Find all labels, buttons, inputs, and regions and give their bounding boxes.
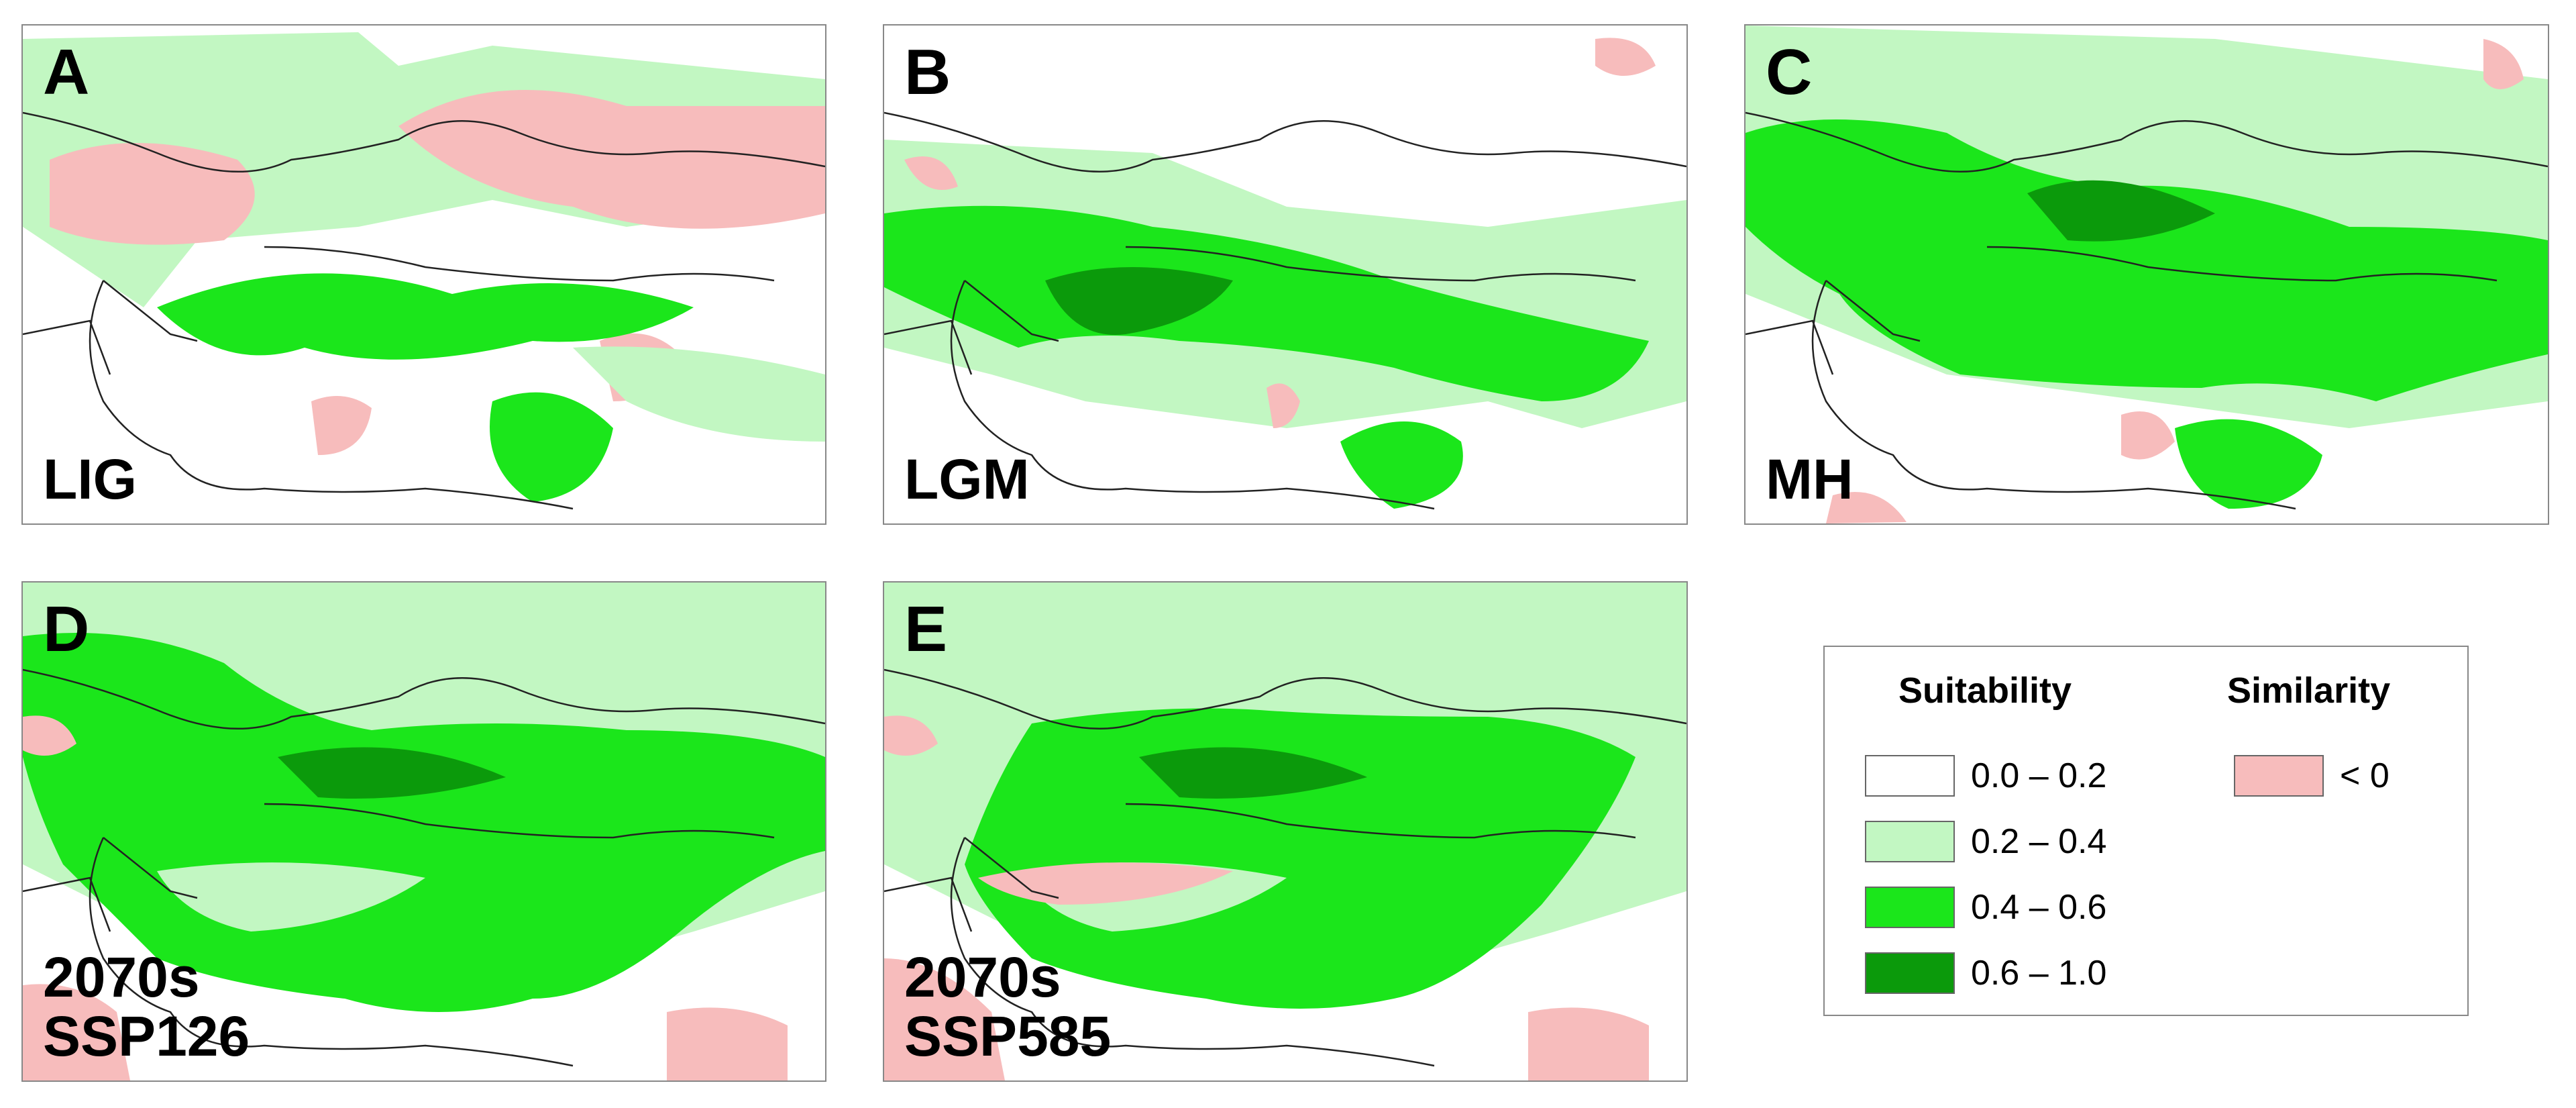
region-pink — [398, 90, 825, 229]
period-label: 2070s SSP585 — [904, 945, 1112, 1068]
legend-label: 0.4 – 0.6 — [1971, 888, 2107, 927]
region-pink — [904, 156, 958, 190]
region-pink — [1826, 492, 1907, 523]
region-dark-green — [1139, 747, 1367, 799]
panel-letter: B — [904, 36, 951, 108]
region-pink — [23, 984, 130, 1080]
period-label: 2070s SSP126 — [43, 945, 250, 1068]
country-borders — [884, 111, 1686, 510]
legend-similarity-item: < 0 — [2234, 754, 2390, 797]
period-label: LGM — [904, 447, 1030, 511]
region-pink — [884, 715, 938, 756]
period-label: MH — [1766, 447, 1854, 511]
legend: Suitability Similarity 0.0 – 0.2 0.2 – 0… — [1823, 646, 2469, 1016]
country-borders — [884, 668, 1686, 1067]
period-label: LIG — [43, 447, 137, 511]
region-pink — [2483, 39, 2524, 89]
panel-letter: A — [43, 36, 90, 108]
legend-label: 0.6 – 1.0 — [1971, 954, 2107, 993]
region-pink — [1595, 38, 1656, 76]
region-light-green — [23, 32, 825, 307]
legend-swatch — [1865, 952, 1955, 994]
region-pink — [884, 958, 1005, 1080]
legend-suitability-item: 0.4 – 0.6 — [1865, 886, 2106, 929]
region-green — [965, 708, 1635, 1009]
map-a-graphic — [23, 32, 825, 510]
country-borders — [23, 111, 825, 510]
period-line1: 2070s — [43, 945, 200, 1009]
legend-suitability-item: 0.2 – 0.4 — [1865, 820, 2106, 863]
region-pink — [1528, 1007, 1649, 1080]
region-dark-green — [2027, 180, 2215, 242]
legend-suitability-item: 0.0 – 0.2 — [1865, 754, 2106, 797]
map-panel-a: A LIG — [21, 24, 826, 525]
legend-swatch — [1865, 821, 1955, 862]
legend-similarity-title: Similarity — [2227, 670, 2391, 711]
region-dark-green — [1045, 267, 1233, 335]
region-pink — [23, 715, 76, 756]
region-green — [1340, 421, 1463, 509]
panel-letter: D — [43, 593, 90, 665]
region-dark-green — [278, 747, 506, 799]
region-light-green — [573, 346, 825, 442]
region-green — [884, 205, 1649, 401]
region-pink — [311, 396, 372, 455]
map-panel-e: E 2070s SSP585 — [883, 581, 1688, 1082]
region-green — [1746, 119, 2548, 401]
panel-letter: E — [904, 593, 948, 665]
region-pink — [50, 143, 255, 245]
map-panel-c: C MH — [1744, 24, 2549, 525]
legend-suitability-title: Suitability — [1898, 670, 2072, 711]
legend-label: 0.2 – 0.4 — [1971, 822, 2107, 861]
region-green — [2175, 419, 2322, 509]
map-panel-d: D 2070s SSP126 — [21, 581, 826, 1082]
region-pink — [1267, 383, 1300, 428]
legend-swatch — [2234, 755, 2324, 797]
period-line2: SSP585 — [904, 1004, 1112, 1068]
map-panel-b: B LGM — [883, 24, 1688, 525]
region-green — [490, 392, 613, 502]
country-borders — [1746, 111, 2548, 510]
map-d-graphic — [23, 583, 825, 1080]
legend-swatch — [1865, 755, 1955, 797]
map-e-graphic — [884, 583, 1686, 1080]
region-green — [157, 273, 694, 360]
legend-label: 0.0 – 0.2 — [1971, 756, 2107, 795]
country-borders — [23, 668, 825, 1067]
map-c-graphic — [1746, 26, 2548, 523]
region-pink — [2121, 411, 2175, 460]
legend-label: < 0 — [2340, 756, 2390, 795]
map-b-graphic — [884, 38, 1686, 510]
period-line2: SSP126 — [43, 1004, 250, 1068]
period-line1: 2070s — [904, 945, 1061, 1009]
legend-swatch — [1865, 887, 1955, 928]
region-light-green — [157, 862, 425, 931]
legend-suitability-item: 0.6 – 1.0 — [1865, 952, 2106, 995]
panel-letter: C — [1766, 36, 1813, 108]
region-pink — [667, 1007, 788, 1080]
